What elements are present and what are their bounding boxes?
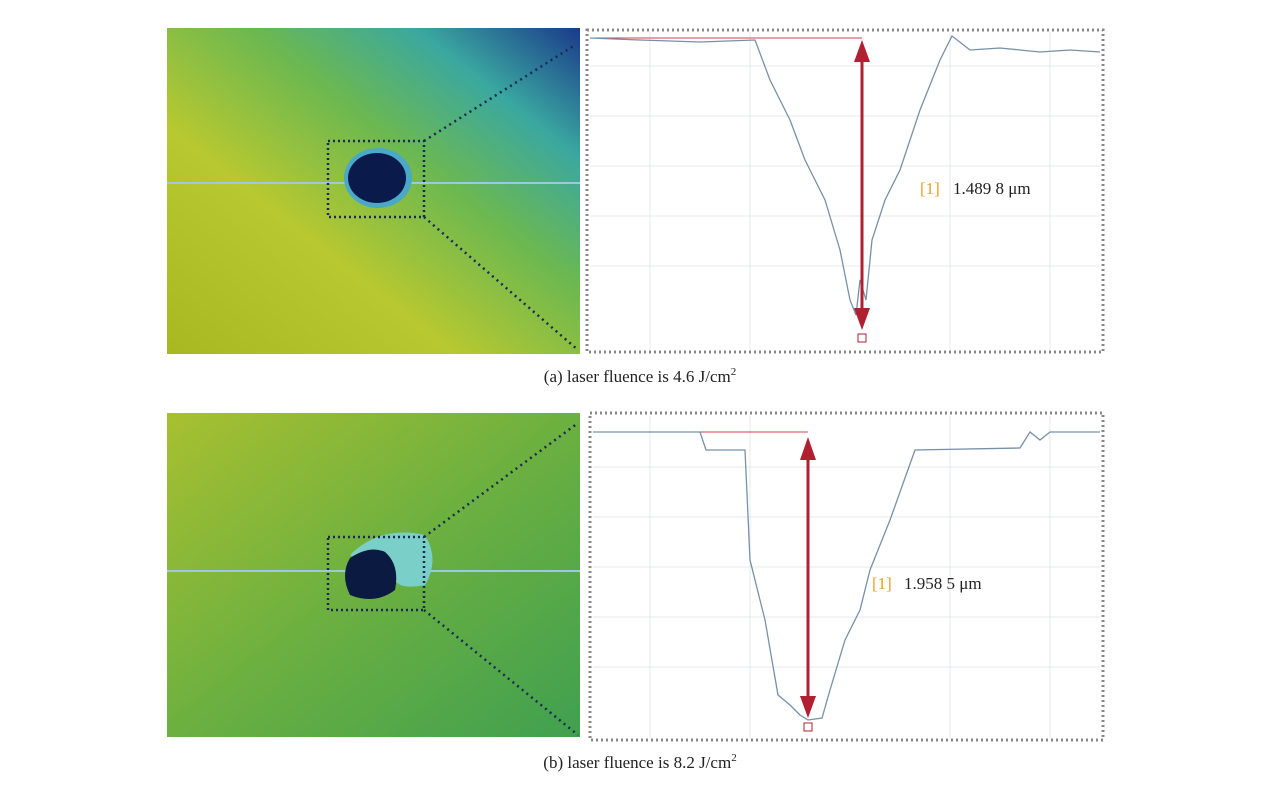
caption-sup: 2	[731, 366, 737, 378]
marker: [1]	[872, 574, 892, 593]
caption-text: (b) laser fluence is 8.2 J/cm	[543, 753, 731, 772]
measurement: 1.958 5 μm	[904, 574, 982, 593]
caption-text: (a) laser fluence is 4.6 J/cm	[544, 367, 731, 386]
caption-sup: 2	[731, 752, 737, 764]
marker: [1]	[920, 179, 940, 198]
micrograph-b	[167, 413, 580, 737]
measurement: 1.489 8 μm	[953, 179, 1031, 198]
micrograph-a	[167, 28, 580, 354]
profile-a: [1] 1.489 8 μm	[585, 28, 1105, 354]
caption: (a) laser fluence is 4.6 J/cm2	[544, 366, 736, 386]
caption: (b) laser fluence is 8.2 J/cm2	[543, 752, 736, 772]
profile-b: [1] 1.958 5 μm	[588, 411, 1105, 742]
